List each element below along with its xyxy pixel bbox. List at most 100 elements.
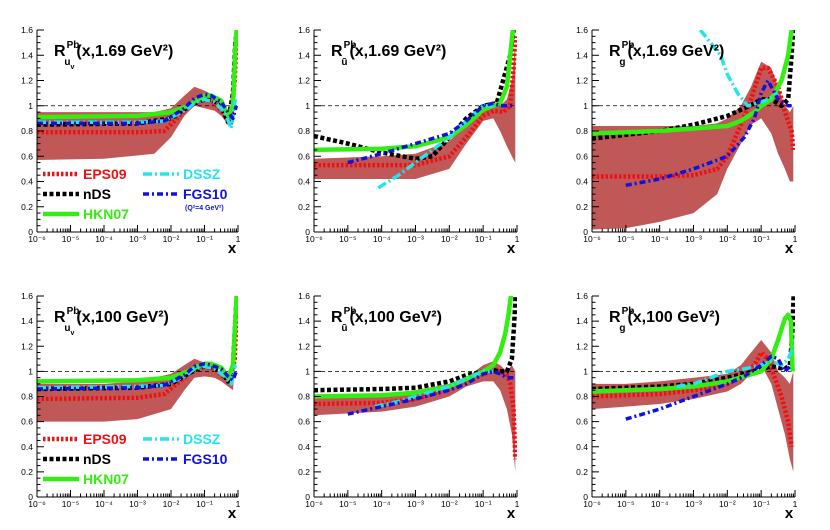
eps09-uncertainty-band (314, 42, 516, 179)
y-tick-label: 0.2 (298, 467, 310, 477)
legend-note: (Q²=4 GeV²) (185, 205, 224, 212)
title-main: R (609, 309, 621, 326)
x-tick-label: 10⁻³ (685, 234, 702, 244)
eps09-uncertainty-band (314, 361, 516, 472)
title-main: R (331, 43, 343, 60)
x-tick-label: 10⁻⁶ (583, 234, 600, 244)
y-tick-label: 1 (583, 101, 588, 111)
panel-title: RPb g(x,1.69 GeV²) (609, 40, 724, 68)
x-tick-label: 10⁻⁶ (305, 499, 322, 509)
legend-label-fgs10: FGS10 (183, 186, 228, 202)
series-line-fgs10 (625, 78, 794, 188)
x-tick-label: 10⁻³ (129, 234, 146, 244)
series-line-fgs10 (625, 354, 793, 421)
title-main: R (331, 309, 343, 326)
series-line-eps09 (592, 350, 794, 448)
y-tick-label: 0.6 (298, 151, 310, 161)
x-tick-label: 10⁻³ (407, 234, 424, 244)
series-line-dssz (698, 30, 780, 108)
x-tick-label: 1 (515, 499, 520, 509)
x-tick-label: 10⁻⁵ (339, 234, 356, 244)
series-line-dssz (374, 369, 494, 409)
x-tick-label: 10⁻¹ (196, 499, 213, 509)
chart-panel-6: 0 0.2 0.4 0.6 0.8 1 1.2 1.4 1.6 10⁻⁶ 10⁻⁵ 10⁻⁴ 10⁻³ 1… (576, 291, 797, 522)
y-tick-label: 0.8 (21, 392, 33, 402)
x-axis-label: x (785, 505, 794, 522)
legend-label-eps09: EPS09 (83, 166, 127, 182)
y-tick-label: 0.6 (576, 417, 588, 427)
y-tick-label: 0 (305, 227, 310, 237)
y-tick-label: 0.8 (576, 392, 588, 402)
x-tick-label: 10⁻¹ (196, 234, 213, 244)
title-args: (x,100 GeV²) (349, 309, 441, 326)
plot-area (592, 296, 795, 472)
series-line-eps09 (37, 296, 238, 402)
y-tick-label: 1.4 (576, 316, 588, 326)
plot-area (314, 296, 517, 472)
x-tick-label: 10⁻² (441, 234, 458, 244)
plot-area (592, 30, 795, 230)
title-args: (x,1.69 GeV²) (76, 43, 173, 60)
title-main: R (609, 43, 621, 60)
y-tick-label: 0.4 (576, 177, 588, 187)
y-tick-label: 1.2 (576, 76, 588, 86)
y-tick-label: 1.6 (298, 25, 310, 35)
x-tick-label: 10⁻⁴ (95, 499, 113, 509)
y-tick-label: 1.4 (298, 316, 310, 326)
panel-title: RPb ū(x,100 GeV²) (331, 306, 442, 334)
y-tick-label: 0.2 (21, 467, 33, 477)
y-tick-label: 1.6 (576, 25, 588, 35)
x-tick-label: 10⁻⁵ (62, 234, 79, 244)
x-tick-label: 10⁻⁵ (62, 499, 79, 509)
x-tick-label: 10⁻⁶ (28, 499, 45, 509)
y-tick-label: 1 (28, 101, 33, 111)
y-tick-label: 1.4 (21, 316, 33, 326)
y-tick-label: 1.4 (298, 50, 310, 60)
y-tick-label: 1.6 (21, 291, 33, 301)
title-sup: Pb (622, 306, 635, 317)
x-tick-label: 10⁻¹ (475, 234, 492, 244)
title-sub: u (64, 57, 70, 68)
series-line-eps09 (314, 36, 517, 168)
x-tick-label: 10⁻³ (685, 499, 702, 509)
legend-label-fgs10: FGS10 (183, 451, 228, 467)
eps09-uncertainty-band (592, 340, 794, 472)
series-line-fgs10 (347, 369, 514, 416)
y-tick-label: 0.6 (21, 151, 33, 161)
title-sup: Pb (67, 306, 80, 317)
x-axis-label: x (507, 505, 516, 522)
x-tick-label: 10⁻² (163, 499, 180, 509)
y-tick-label: 1 (583, 366, 588, 376)
x-axis-label: x (228, 505, 237, 522)
x-tick-label: 10⁻⁵ (339, 499, 356, 509)
series-line-dssz (37, 97, 238, 131)
plot-area (37, 296, 238, 422)
x-tick-label: 10⁻⁴ (651, 234, 669, 244)
chart-panel-1: 0 0.2 0.4 0.6 0.8 1 1.2 1.4 1.6 10⁻⁶ 10⁻⁵ 10⁻⁴ 10⁻³ 1… (21, 25, 240, 257)
y-tick-label: 1 (305, 366, 310, 376)
title-sub: ū (341, 323, 347, 334)
y-tick-label: 0.4 (298, 442, 310, 452)
legend-label-hkn07: HKN07 (83, 471, 129, 487)
y-tick-label: 1.2 (21, 341, 33, 351)
x-tick-label: 10⁻⁶ (583, 499, 600, 509)
x-tick-label: 10⁻⁵ (617, 234, 634, 244)
y-tick-label: 1.6 (576, 291, 588, 301)
panel-title: RPb g(x,100 GeV²) (609, 306, 720, 334)
y-tick-label: 0.4 (576, 442, 588, 452)
series-line-eps09 (314, 369, 517, 460)
title-subsub: v (70, 330, 74, 337)
y-tick-label: 1.2 (21, 76, 33, 86)
y-tick-label: 0 (28, 227, 33, 237)
legend-label-dssz: DSSZ (183, 166, 221, 182)
x-tick-label: 10⁻¹ (753, 234, 770, 244)
legend-label-eps09: EPS09 (83, 431, 127, 447)
series-line-hkn07 (592, 312, 795, 394)
series-line-fgs10 (37, 362, 238, 391)
chart-panel-2: 0 0.2 0.4 0.6 0.8 1 1.2 1.4 1.6 10⁻⁶ 10⁻⁵ 10⁻⁴ 10⁻³ 1… (298, 25, 519, 257)
y-tick-label: 1.4 (21, 50, 33, 60)
y-tick-label: 0.8 (298, 392, 310, 402)
title-sup: Pb (344, 306, 357, 317)
series-line-hkn07 (37, 30, 238, 120)
x-tick-label: 10⁻⁶ (28, 234, 45, 244)
